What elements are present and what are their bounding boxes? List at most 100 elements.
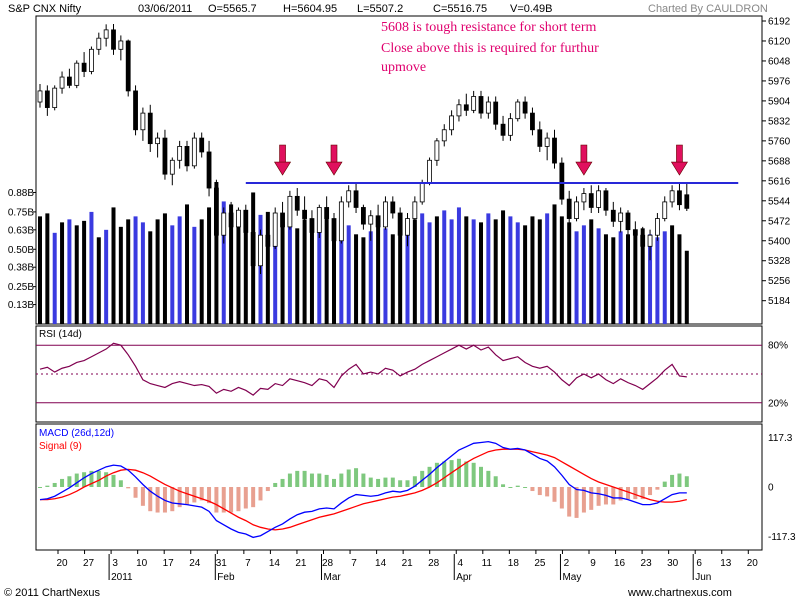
candle-54 (434, 138, 440, 166)
candle-body-42 (346, 190, 352, 203)
candle-44 (360, 204, 366, 230)
date-tick-label-18: 25 (534, 558, 546, 569)
candle-63 (500, 115, 506, 141)
candle-body-70 (552, 137, 557, 164)
macd-histogram-bar-11 (118, 480, 123, 487)
price-axis: 6192 6120 6048 5976 5904 5832 5760 5688 5616 5544… (762, 16, 791, 307)
candle-body-16 (155, 137, 161, 145)
candle-17 (162, 129, 168, 180)
candle-7 (89, 46, 94, 75)
candle-body-11 (118, 40, 124, 50)
candle-body-12 (125, 40, 131, 92)
candle-50 (405, 213, 410, 247)
macd-histogram-bar-79 (618, 487, 623, 501)
volume-bar-28 (243, 219, 248, 324)
macd-histogram-bar-88 (684, 476, 689, 487)
volume-bar-77 (603, 234, 608, 324)
month-label-0: 2011 (111, 572, 133, 583)
candle-body-71 (559, 162, 565, 200)
volume-bar-0 (38, 216, 42, 324)
candle-85 (662, 196, 668, 222)
candle-body-2 (52, 87, 58, 108)
candle-9 (103, 24, 109, 47)
date-tick-label-16: 11 (482, 558, 493, 569)
macd-histogram-bar-3 (60, 478, 65, 487)
candle-body-30 (258, 234, 263, 267)
macd-histogram-bar-32 (273, 482, 278, 487)
candle-19 (177, 140, 183, 169)
macd-histogram-bar-37 (309, 473, 314, 487)
candle-29 (250, 221, 256, 272)
candle-body-22 (199, 137, 205, 153)
candle-body-79 (618, 212, 624, 222)
macd-tick-label-0: 117.3 (768, 433, 793, 444)
resistance-arrow-head-3 (670, 161, 688, 176)
macd-histogram-bar-49 (398, 480, 403, 487)
volume-bar-20 (185, 204, 189, 324)
candle-body-24 (213, 187, 219, 236)
date-tick-label-2: 3 (112, 558, 118, 569)
candle-body-4 (67, 76, 72, 86)
volume-bar-37 (309, 231, 314, 324)
candle-27 (236, 207, 241, 247)
candle-body-46 (375, 215, 381, 228)
candle-body-76 (596, 190, 601, 208)
macd-histogram-bar-34 (287, 473, 292, 487)
macd-histogram-bar-7 (89, 470, 94, 487)
date-tick-label-5: 24 (189, 558, 201, 569)
candle-84 (655, 213, 660, 241)
resistance-arrow-1 (325, 144, 343, 176)
volume-bar-4 (67, 219, 72, 324)
price-tick-label-5: 5832 (768, 116, 791, 127)
volume-bar-33 (280, 222, 285, 324)
macd-histogram-bar-74 (581, 487, 586, 513)
macd-tick-label-2: -117.3 (768, 532, 796, 543)
date-tick-label-24: 6 (696, 558, 702, 569)
volume-bar-14 (140, 222, 145, 324)
candle-body-37 (309, 218, 315, 233)
candle-33 (280, 201, 285, 233)
candle-body-25 (221, 212, 227, 236)
volume-bar-44 (361, 237, 366, 324)
macd-histogram-bar-9 (104, 472, 109, 487)
volume-bar-68 (537, 219, 542, 324)
candle-body-73 (574, 201, 579, 219)
macd-histogram-bar-23 (207, 487, 212, 504)
candle-body-0 (37, 90, 43, 103)
date-tick-label-7: 7 (245, 558, 251, 569)
volume-bar-55 (442, 210, 447, 324)
candle-body-83 (647, 234, 653, 247)
macd-histogram-bar-78 (611, 487, 616, 505)
price-tick-label-3: 5976 (768, 76, 791, 87)
price-tick-label-12: 5328 (768, 256, 791, 267)
candle-79 (618, 207, 624, 233)
macd-histogram-bar-6 (82, 472, 87, 487)
date-tick-label-20: 9 (590, 558, 596, 569)
header-charted-by: Charted By CAULDRON (648, 3, 768, 15)
candle-26 (228, 201, 234, 233)
candlestick-layer (37, 24, 690, 275)
macd-histogram-bar-60 (479, 466, 483, 487)
candle-body-8 (96, 37, 102, 50)
volume-bar-61 (486, 213, 491, 324)
date-tick-label-12: 14 (375, 558, 387, 569)
resistance-arrow-3 (670, 144, 688, 176)
candle-body-1 (44, 90, 50, 108)
candle-73 (574, 196, 579, 222)
candle-body-21 (191, 137, 197, 167)
rsi-tick-label-1: 20% (768, 398, 788, 409)
volume-bar-86 (670, 225, 675, 324)
annotation-line-3: upmove (381, 60, 426, 75)
candle-66 (522, 96, 528, 119)
price-tick-label-1: 6120 (768, 36, 791, 47)
macd-histogram-bar-43 (354, 468, 359, 487)
candle-body-72 (566, 198, 572, 219)
volume-bar-10 (111, 207, 116, 324)
volume-bar-6 (82, 220, 87, 324)
price-tick-label-0: 6192 (768, 16, 791, 27)
annotation-line-1: 5608 is tough resistance for short term (381, 20, 597, 35)
macd-histogram-bar-4 (67, 476, 72, 487)
volume-bar-57 (456, 207, 461, 324)
